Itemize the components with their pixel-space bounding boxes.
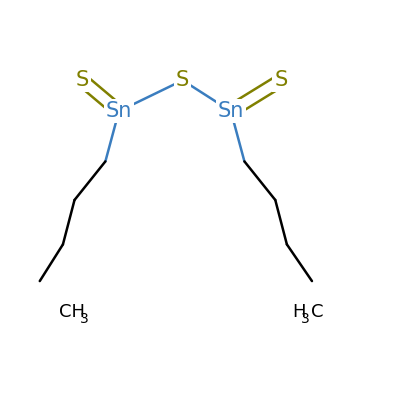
Text: 3: 3	[80, 312, 89, 326]
Text: S: S	[176, 70, 189, 90]
Text: Sn: Sn	[106, 101, 132, 121]
Text: CH: CH	[59, 303, 85, 321]
Text: S: S	[274, 70, 288, 90]
Text: S: S	[76, 70, 89, 90]
Text: Sn: Sn	[218, 101, 244, 121]
Text: C: C	[311, 303, 323, 321]
Text: H: H	[293, 303, 306, 321]
Text: 3: 3	[301, 312, 310, 326]
